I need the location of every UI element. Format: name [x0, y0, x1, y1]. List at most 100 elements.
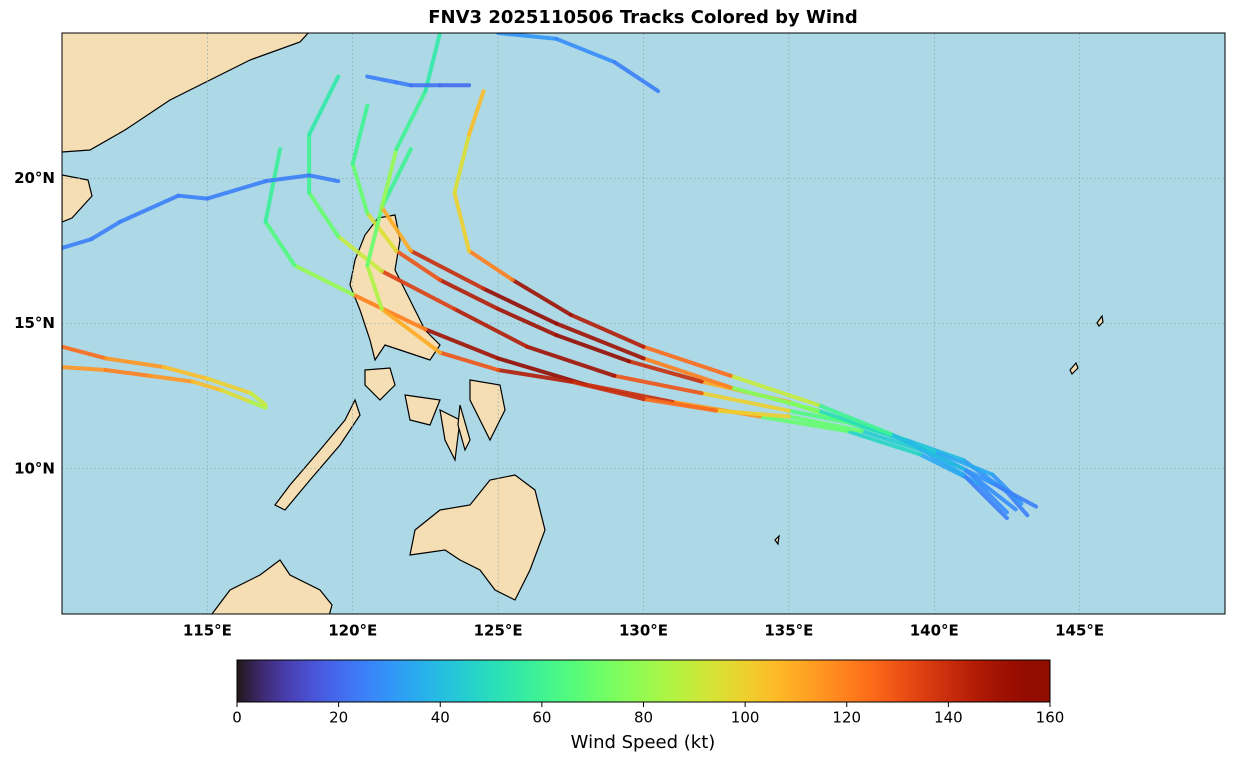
track-segment [62, 344, 108, 361]
colorbar-tick-label: 40 [431, 709, 450, 727]
track-segment [394, 248, 442, 282]
track-segment [568, 312, 646, 349]
track-segment [379, 269, 457, 311]
track-segment [568, 379, 646, 402]
track-segment [219, 388, 253, 404]
track-segment [205, 376, 253, 396]
x-tick-label: 120°E [328, 622, 377, 640]
colorbar-label: Wind Speed (kt) [571, 732, 716, 753]
track-segment [118, 193, 181, 224]
land [62, 33, 1104, 614]
track-segment [263, 173, 312, 184]
track-segment [496, 33, 559, 41]
track-segment [408, 248, 486, 291]
track-segment [263, 219, 297, 268]
colorbar-tick-label: 0 [232, 709, 242, 727]
track-segment [612, 60, 661, 94]
track-segment [394, 89, 428, 152]
track-segment [612, 373, 704, 396]
track-segment [161, 365, 210, 381]
track-segment [932, 449, 995, 477]
x-tick-label: 145°E [1055, 622, 1104, 640]
track-segment [467, 248, 515, 282]
track-segment [496, 367, 573, 384]
x-tick-label: 130°E [619, 622, 668, 640]
colorbar-tick-label: 80 [634, 709, 653, 727]
track-segment [452, 190, 472, 253]
track-segment [437, 350, 501, 372]
x-tick-label: 135°E [764, 622, 813, 640]
track-segment [263, 147, 283, 224]
track-segment [641, 344, 733, 378]
colorbar-tick-label: 120 [832, 709, 861, 727]
track-segment [379, 147, 399, 210]
track-segment [394, 80, 413, 88]
x-tick-label: 125°E [474, 622, 523, 640]
colorbar-tick-label: 140 [934, 709, 963, 727]
track-segment [176, 193, 210, 201]
colorbar-tick-label: 100 [731, 709, 760, 727]
track-segment [467, 89, 486, 137]
track-segment [452, 306, 530, 349]
track-segment [990, 481, 1039, 509]
track-segment [307, 173, 341, 184]
track-segment [190, 379, 224, 393]
x-tick-label: 115°E [183, 622, 232, 640]
track-segment [961, 466, 1018, 512]
y-tick-label: 20°N [14, 169, 55, 187]
track-segment [62, 365, 108, 372]
track-segment [365, 263, 384, 311]
y-tick-label: 15°N [14, 314, 55, 332]
tracks [62, 33, 1039, 521]
colorbar-tick-label: 20 [329, 709, 348, 727]
track-segment [423, 327, 501, 361]
track-segment [510, 277, 573, 317]
track-segment [103, 367, 152, 378]
colorbar-tick-label: 160 [1036, 709, 1065, 727]
track-segment [89, 219, 123, 242]
track-segment [350, 161, 370, 216]
x-tick-label: 140°E [910, 622, 959, 640]
track-segment [365, 74, 399, 85]
track-segment [379, 205, 413, 253]
map-frame [61, 32, 1226, 615]
track-segment [525, 344, 617, 378]
track-segment [728, 385, 820, 413]
track-segment [365, 205, 384, 268]
track-segment [248, 399, 268, 410]
colorbar [236, 659, 1051, 703]
track-segment [292, 263, 355, 297]
track-segment [350, 103, 370, 166]
track-segment [641, 356, 733, 390]
track-segment [554, 36, 617, 65]
track-segment [714, 408, 791, 419]
track-segment [728, 373, 820, 407]
track-segment [437, 277, 501, 311]
track-segment [961, 472, 1009, 521]
track-segment [307, 190, 341, 239]
track-segment [205, 179, 268, 201]
track-segment [845, 428, 922, 457]
track-segment [423, 33, 442, 94]
colorbar-tick-label: 60 [532, 709, 551, 727]
track-segment [481, 286, 559, 326]
track-segment [379, 147, 413, 210]
track-segment [757, 414, 850, 433]
track-segment [699, 391, 791, 413]
track-segment [626, 359, 704, 384]
track-segment [452, 132, 472, 195]
track-segment [379, 306, 442, 355]
track-segment [554, 333, 631, 364]
track-segment [1004, 489, 1030, 518]
track-segment [554, 321, 646, 361]
track-segment [336, 234, 384, 274]
track-segment [147, 373, 195, 384]
track-segment [365, 211, 399, 253]
track-segment [888, 431, 966, 471]
track-segment [641, 397, 719, 413]
track-segment [496, 306, 559, 338]
title: FNV3 2025110506 Tracks Colored by Wind [428, 7, 858, 28]
track-segment [307, 74, 341, 137]
track-segment [975, 481, 1009, 515]
